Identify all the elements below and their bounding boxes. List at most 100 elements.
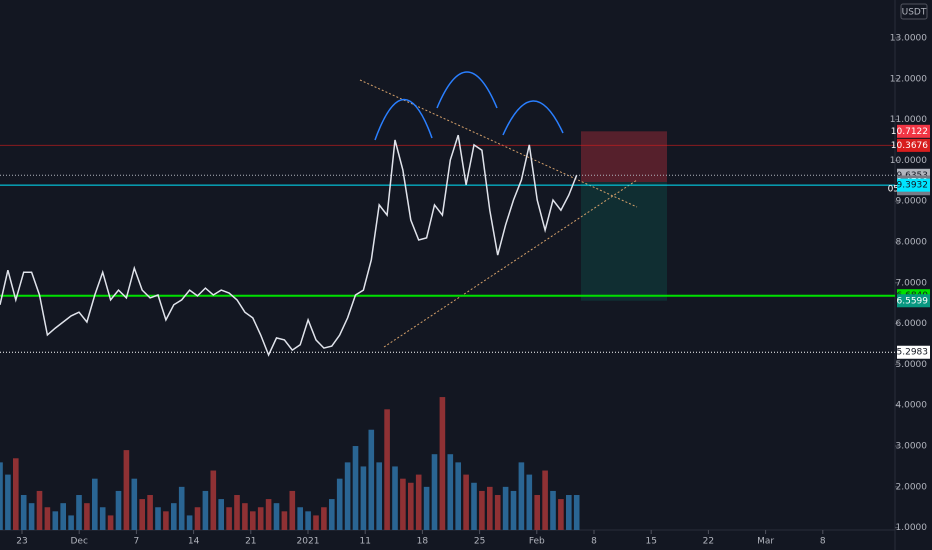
volume-bar: [44, 507, 51, 530]
price-label-box: [897, 178, 930, 192]
volume-bar: [84, 503, 90, 530]
x-tick-label: 21: [245, 537, 256, 547]
price-label: 9.3932: [897, 181, 929, 191]
volume-bar: [368, 429, 375, 530]
volume-bar: [5, 474, 11, 530]
x-tick-label: 15: [645, 537, 656, 547]
volume-bar: [171, 503, 177, 530]
y-tick-label: 6.0000: [896, 319, 928, 329]
volume-bar: [139, 499, 145, 530]
trend-line: [383, 179, 638, 348]
volume-bar: [68, 515, 74, 530]
volume-bar: [550, 490, 556, 530]
volume-bar: [336, 478, 343, 530]
price-label: 6.5599: [897, 296, 929, 306]
volume-bar: [329, 499, 335, 530]
volume-bar: [344, 462, 351, 530]
price-label-box: [897, 294, 930, 308]
volume-bar: [52, 511, 59, 530]
volume-bar: [313, 515, 319, 530]
volume-bar: [20, 495, 27, 530]
x-tick-label: Dec: [70, 537, 87, 547]
volume-bar: [573, 495, 580, 530]
x-tick-label: 8: [591, 537, 597, 547]
x-tick-label: 22: [703, 537, 714, 547]
volume-bar: [542, 470, 548, 530]
volume-bar: [526, 474, 533, 530]
x-tick-label: 18: [417, 537, 429, 547]
volume-bar: [534, 495, 540, 530]
volume-bar: [305, 511, 311, 530]
x-tick-label: 23: [16, 537, 27, 547]
currency: USDT: [902, 8, 927, 18]
price-line: [0, 134, 578, 357]
volume-bar: [400, 478, 406, 530]
volume-bar: [360, 466, 367, 530]
price-label-box: [897, 345, 930, 359]
stop-zone: [581, 131, 667, 183]
head-shoulder-arc: [436, 71, 498, 109]
volume-bar: [273, 503, 280, 530]
y-tick-label: 3.0000: [896, 442, 928, 452]
trend-line: [359, 79, 638, 208]
volume-bar: [415, 474, 422, 530]
volume-bar: [281, 511, 288, 530]
x-tick-label: 14: [188, 537, 200, 547]
volume-bar: [494, 495, 501, 530]
volume-bar: [510, 490, 517, 530]
volume-bar: [439, 397, 446, 530]
price-label: 10.3676: [891, 141, 928, 151]
volume-bar: [384, 409, 390, 530]
volume-bar: [242, 503, 248, 530]
volume-bar: [408, 482, 414, 530]
volume-bar: [147, 495, 153, 530]
x-tick-label: 8: [820, 537, 826, 547]
x-tick-label: Mar: [757, 537, 774, 547]
volume-bar: [250, 511, 256, 530]
volume-bar: [131, 478, 138, 530]
x-tick-label: 7: [134, 537, 140, 547]
x-tick-label: 25: [474, 537, 485, 547]
volume-bar: [518, 462, 525, 530]
volume-bar: [297, 507, 303, 530]
x-tick-label: 11: [359, 537, 370, 547]
volume-bar: [202, 490, 209, 530]
y-tick-label: 8.0000: [896, 237, 928, 247]
y-tick-label: 7.0000: [896, 278, 928, 288]
volume-bar: [471, 482, 477, 530]
y-tick-label: 13.0000: [890, 33, 927, 43]
y-tick-label: 12.0000: [890, 74, 927, 84]
volume-bar: [234, 495, 240, 530]
volume-bar: [36, 490, 43, 530]
currency-box: [900, 3, 928, 20]
x-tick-label: 2021: [297, 537, 320, 547]
volume-bar: [210, 470, 217, 530]
y-tick-label: 11.0000: [890, 115, 927, 125]
target-zone: [581, 182, 667, 301]
volume-bar: [155, 507, 161, 530]
volume-bar: [0, 462, 3, 530]
volume-bar: [463, 474, 469, 530]
volume-bar: [502, 486, 509, 530]
y-tick-label: 9.0000: [896, 197, 928, 207]
volume-bar: [289, 490, 296, 530]
y-tick-label: 10.0000: [890, 156, 927, 166]
x-tick-label: Feb: [529, 537, 545, 547]
volume-bar: [447, 454, 454, 530]
volume-bar: [487, 486, 493, 530]
volume-bar: [352, 446, 359, 530]
volume-bar: [115, 490, 122, 530]
y-tick-label: 4.0000: [896, 401, 928, 411]
volume-bar: [226, 507, 232, 530]
y-tick-label: 2.0000: [896, 482, 928, 492]
price-label: 10.7122: [891, 127, 928, 137]
volume-bar: [423, 486, 430, 530]
y-tick-label: 5.0000: [896, 360, 928, 370]
volume-bar: [76, 495, 82, 530]
volume-bar: [218, 499, 224, 530]
volume-bar: [321, 507, 327, 530]
price-label: 5.2983: [897, 348, 929, 358]
volume-bar: [558, 499, 564, 530]
